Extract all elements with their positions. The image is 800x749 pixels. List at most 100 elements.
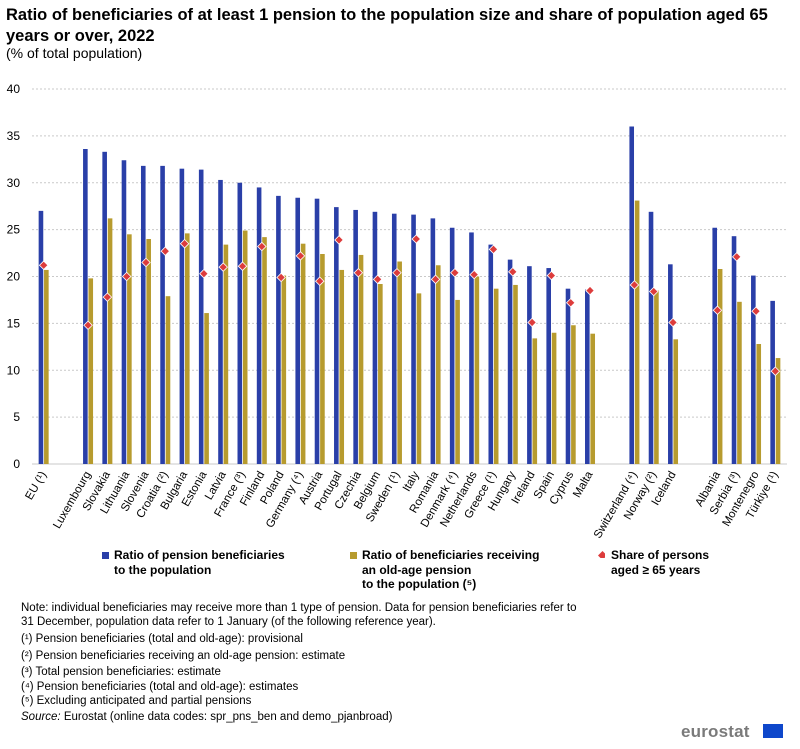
x-tick-label: Malta	[571, 469, 596, 500]
marker-share-65	[770, 366, 781, 376]
marker-share-65	[712, 305, 723, 316]
bar-pension-beneficiaries	[198, 169, 204, 464]
bar-pension-beneficiaries	[507, 259, 513, 464]
bar-pension-beneficiaries	[712, 227, 718, 464]
source-line: Source: Eurostat (online data codes: spr…	[21, 710, 392, 724]
y-tick-label: 30	[7, 176, 21, 190]
bar-old-age-pension	[551, 332, 557, 464]
marker-share-65	[546, 270, 557, 281]
legend-label-line: to the population	[114, 562, 212, 577]
marker-share-65	[668, 317, 678, 328]
bar-pension-beneficiaries	[469, 232, 474, 464]
bar-pension-beneficiaries	[391, 213, 397, 464]
marker-share-65	[450, 267, 460, 278]
y-tick-label: 0	[13, 457, 20, 471]
bar-old-age-pension	[262, 237, 267, 464]
marker-share-65	[257, 241, 267, 252]
bar-pension-beneficiaries	[140, 165, 146, 464]
marker-share-65	[83, 320, 93, 331]
bar-old-age-pension	[673, 339, 679, 464]
bar-old-age-pension	[378, 284, 383, 464]
footnote-2: (²) Pension beneficiaries receiving an o…	[21, 650, 346, 662]
bar-pension-beneficiaries	[295, 197, 301, 464]
marker-share-65	[629, 280, 640, 290]
bar-old-age-pension	[397, 261, 402, 464]
marker-share-65	[218, 262, 228, 272]
bar-pension-beneficiaries	[527, 266, 532, 464]
bar-old-age-pension	[204, 313, 209, 464]
bar-old-age-pension	[107, 218, 113, 464]
bar-old-age-pension	[165, 296, 171, 464]
marker-share-65	[751, 306, 761, 316]
marker-share-65	[295, 251, 306, 261]
footnote-3: (³) Total pension beneficiaries: estimat…	[21, 666, 221, 678]
bar-old-age-pension	[88, 278, 94, 464]
y-tick-label: 5	[13, 410, 20, 424]
marker-share-65	[179, 238, 190, 249]
y-tick-label: 20	[7, 270, 21, 284]
marker-share-65	[411, 234, 422, 244]
bar-pension-beneficiaries	[372, 211, 378, 464]
marker-share-65	[121, 271, 132, 282]
marker-share-65	[102, 292, 113, 302]
gridlines	[32, 88, 787, 465]
marker-share-65	[430, 274, 441, 285]
bar-old-age-pension	[339, 269, 345, 464]
marker-share-65	[585, 285, 595, 296]
bars	[38, 126, 781, 464]
bar-old-age-pension	[455, 299, 460, 464]
bar-pension-beneficiaries	[276, 195, 281, 464]
source-text: Eurostat (online data codes: spr_pns_ben…	[60, 711, 393, 723]
bar-old-age-pension	[223, 244, 229, 464]
legend-swatch-beneficiaries	[102, 552, 109, 559]
bar-old-age-pension	[717, 269, 723, 464]
marker-share-65	[237, 261, 248, 271]
marker-share-65	[160, 246, 171, 256]
bar-old-age-pension	[44, 269, 49, 464]
y-tick-label: 40	[7, 82, 21, 96]
y-tick-label: 35	[7, 129, 21, 143]
bar-pension-beneficiaries	[334, 207, 339, 464]
eu-flag-icon	[763, 724, 783, 738]
bar-old-age-pension	[281, 275, 287, 464]
bar-old-age-pension	[184, 233, 190, 464]
bar-old-age-pension	[590, 333, 596, 464]
y-tick-label: 10	[7, 363, 21, 377]
legend-swatch-old-age	[350, 552, 357, 559]
marker-share-65	[141, 257, 151, 268]
note-line: 31 December, population data refer to 1 …	[21, 616, 436, 628]
marker-share-65	[648, 286, 659, 297]
bar-old-age-pension	[532, 338, 538, 464]
bar-old-age-pension	[775, 358, 781, 464]
marker-share-65	[276, 272, 286, 283]
bar-old-age-pension	[513, 284, 518, 464]
marker-share-65	[372, 274, 383, 285]
y-tick-label: 25	[7, 223, 21, 237]
marker-share-65	[488, 244, 499, 255]
footnote-5: (⁵) Excluding anticipated and partial pe…	[21, 695, 252, 707]
bar-old-age-pension	[493, 288, 499, 464]
footnote-4: (⁴) Pension beneficiaries (total and old…	[21, 681, 299, 693]
legend-label-line: Share of persons	[611, 548, 710, 562]
marker-share-65	[353, 267, 364, 278]
chart-subtitle: (% of total population)	[6, 45, 143, 61]
note-line: Note: individual beneficiaries may recei…	[21, 602, 577, 614]
marker-share-65	[527, 317, 537, 328]
bar-pension-beneficiaries	[237, 182, 243, 464]
bar-pension-beneficiaries	[121, 160, 127, 464]
marker-share-65	[565, 297, 576, 308]
bar-pension-beneficiaries	[488, 244, 494, 464]
bar-pension-beneficiaries	[585, 289, 590, 464]
bar-pension-beneficiaries	[668, 264, 673, 464]
bar-pension-beneficiaries	[353, 209, 358, 464]
bar-old-age-pension	[571, 325, 576, 464]
bar-pension-beneficiaries	[218, 179, 223, 464]
bar-old-age-pension	[654, 290, 659, 464]
footnote-1: (¹) Pension beneficiaries (total and old…	[21, 633, 303, 645]
bar-pension-beneficiaries	[546, 268, 551, 464]
legend-diamond-icon	[598, 551, 605, 558]
x-axis-labels: EU (¹) LuxembourgSlovakiaLithuaniaSloveni…	[24, 469, 782, 541]
legend-label-line: an old-age pension	[362, 562, 472, 577]
bar-old-age-pension	[756, 344, 762, 464]
bar-pension-beneficiaries	[731, 236, 737, 464]
